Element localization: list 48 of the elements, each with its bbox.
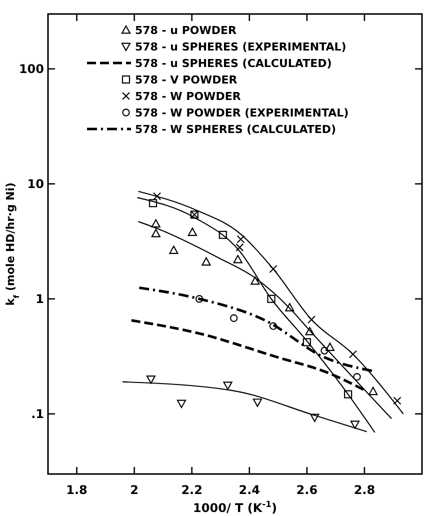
point xyxy=(195,295,204,303)
line-series xyxy=(138,190,404,414)
point xyxy=(223,382,232,390)
point xyxy=(148,199,158,208)
x-tick-label: 2.2 xyxy=(181,483,202,497)
point xyxy=(152,192,162,200)
x-tick-label: 2 xyxy=(130,483,138,497)
point xyxy=(233,254,242,264)
point xyxy=(344,390,352,398)
x-tick-label: 1.8 xyxy=(66,483,88,497)
y-tick-label: 100 xyxy=(18,62,44,76)
point xyxy=(252,398,262,407)
point xyxy=(169,246,178,254)
x-tick-label: 2.8 xyxy=(354,483,376,497)
legend-label: 578 - u SPHERES (CALCULATED) xyxy=(135,57,332,70)
point xyxy=(202,257,211,266)
y-tick-label: 10 xyxy=(27,176,44,191)
point xyxy=(250,276,260,285)
point xyxy=(218,230,227,239)
point xyxy=(230,314,238,322)
point xyxy=(151,228,160,238)
point xyxy=(176,400,186,408)
point xyxy=(350,420,360,429)
point xyxy=(325,342,334,351)
legend-label: 578 - W SPHERES (CALCULATED) xyxy=(135,123,336,136)
point xyxy=(269,322,278,330)
point xyxy=(146,376,156,384)
x-tick-label: 2.6 xyxy=(296,483,318,497)
point xyxy=(285,303,294,312)
point xyxy=(393,396,402,405)
point xyxy=(310,414,320,422)
y-tick-label: 1 xyxy=(36,292,44,306)
point xyxy=(302,338,311,346)
legend-label: 578 - u POWDER xyxy=(135,24,238,37)
x-axis-title: 1000/ T (K$^{-1}$) xyxy=(193,499,277,515)
point xyxy=(151,219,160,228)
point xyxy=(353,372,361,381)
x-tick-label: 2.4 xyxy=(238,483,260,497)
point xyxy=(320,346,328,354)
legend-label: 578 - u SPHERES (EXPERIMENTAL) xyxy=(135,40,346,54)
point xyxy=(305,326,314,336)
point xyxy=(188,228,197,236)
legend-label: 578 - W POWDER (EXPERIMENTAL) xyxy=(135,106,349,120)
legend-label: 578 - W POWDER xyxy=(135,90,242,103)
y-tick-label: .1 xyxy=(31,406,44,421)
point xyxy=(267,294,276,303)
point xyxy=(368,386,378,396)
legend-label: 578 - V POWDER xyxy=(135,74,238,86)
